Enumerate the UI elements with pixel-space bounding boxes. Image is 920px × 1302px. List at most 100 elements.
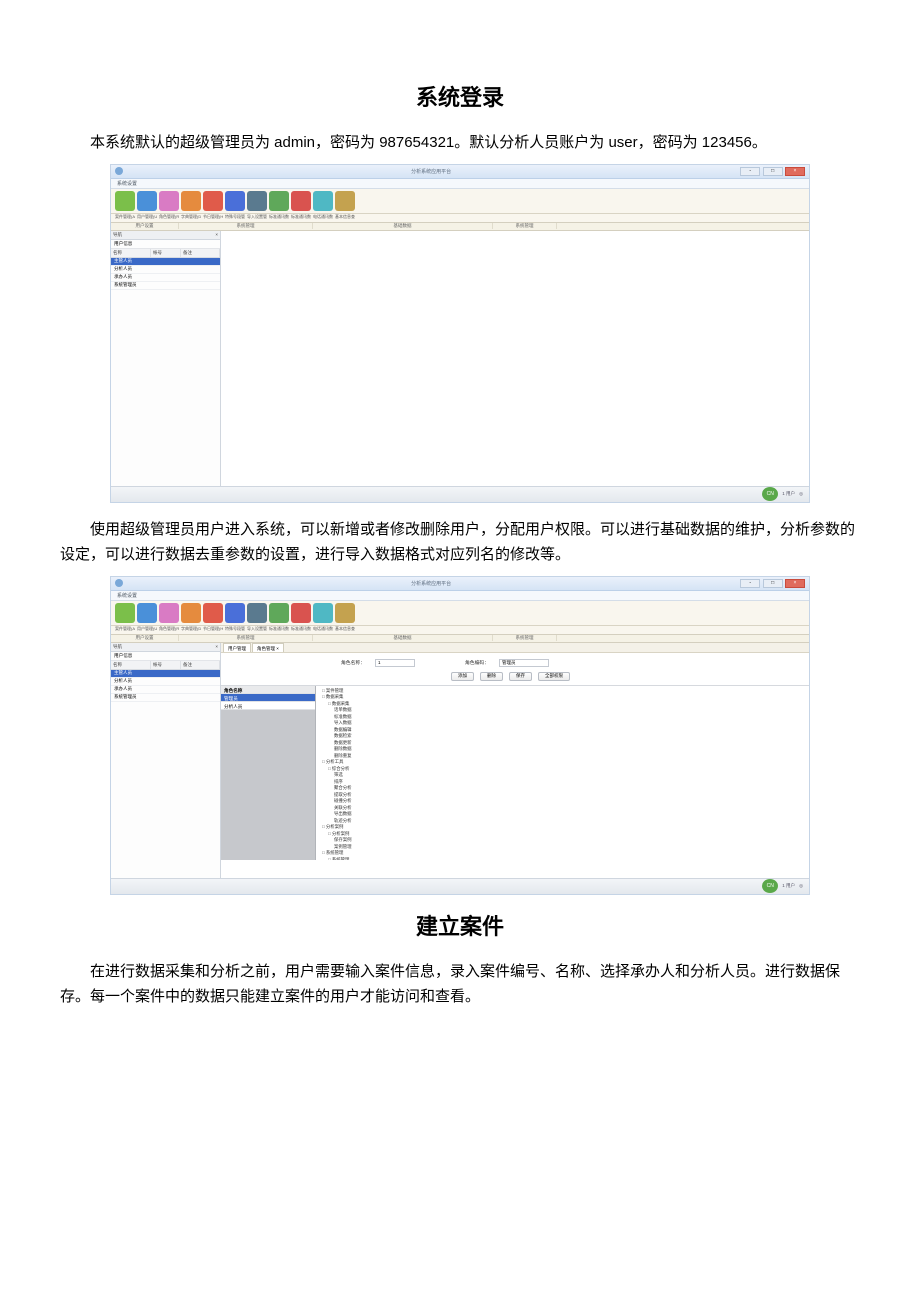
toolbar-button-label: 特殊号段管理(T)	[225, 626, 245, 632]
toolbar-labels: 案件管理(A)用户管理(U)角色管理(R)字典管理(D)节日管理(H)特殊号段管…	[111, 214, 809, 223]
form-button[interactable]: 删除	[480, 672, 503, 681]
toolbar-button-label: 基本信息查询(F)	[335, 626, 355, 632]
toolbar-button[interactable]	[291, 191, 311, 211]
toolbar-button[interactable]	[159, 191, 179, 211]
maximize-button[interactable]: □	[763, 167, 783, 176]
tab-roles[interactable]: 角色管理 ×	[252, 643, 284, 652]
input-role-name[interactable]	[375, 659, 415, 667]
toolbar-button-label: 用户管理(U)	[137, 626, 157, 632]
toolbar-button[interactable]	[137, 191, 157, 211]
app-icon	[115, 167, 123, 175]
window-title-2: 分析系统应用平台	[123, 580, 739, 587]
table-row[interactable]: 承办人员	[111, 686, 220, 694]
toolbar-button[interactable]	[291, 603, 311, 623]
toolbar-button[interactable]	[181, 603, 201, 623]
toolbar-button-label: 角色管理(R)	[159, 214, 179, 220]
lower-columns: 角色名称 管理员 分析人员 □ 案件管理□ 数据采集□ 数据采集话单数据标准数据…	[221, 685, 809, 860]
toolbar-button[interactable]	[225, 191, 245, 211]
ribbon-tab-2[interactable]: 系统设置	[111, 591, 809, 601]
table-row[interactable]: 主管人员	[111, 258, 220, 266]
window-titlebar-2: 分析系统应用平台 - □ ×	[111, 577, 809, 591]
toolbar-button[interactable]	[335, 191, 355, 211]
role-listbox[interactable]: 角色名称 管理员 分析人员	[221, 686, 316, 860]
app-icon-2	[115, 579, 123, 587]
tab-users[interactable]: 用户管理	[223, 643, 251, 652]
table-row[interactable]: 系统管理员	[111, 282, 220, 290]
toolbar-button[interactable]	[137, 603, 157, 623]
form-button[interactable]: 添加	[451, 672, 474, 681]
ribbon-tab[interactable]: 系统设置	[111, 179, 809, 189]
toolbar-button-label: 标准通讯数据导入(W)	[291, 214, 311, 220]
center-panel	[221, 231, 809, 486]
section1-para2: 使用超级管理员用户进入系统，可以新增或者修改删除用户，分配用户权限。可以进行基础…	[60, 517, 860, 568]
col-note: 备注	[181, 249, 220, 257]
toolbar-button[interactable]	[247, 191, 267, 211]
toolbar-button[interactable]	[115, 603, 135, 623]
side-header-label-2: 导航	[113, 644, 122, 650]
list-item[interactable]: 管理员	[221, 694, 315, 702]
table-row[interactable]: 分析人员	[111, 678, 220, 686]
toolbar-button[interactable]	[247, 603, 267, 623]
toolbar-button[interactable]	[269, 191, 289, 211]
toolbar-button[interactable]	[203, 603, 223, 623]
section1-title: 系统登录	[60, 80, 860, 112]
toolbar-group-label: 系统管理	[493, 223, 557, 229]
side-panel: 导航 × 用户信息 名称 帐号 备注 主管人员分析人员承办人员系统管理员	[111, 231, 221, 486]
side-table-header-2: 名称 帐号 备注	[111, 661, 220, 670]
status-badge: CN	[762, 487, 778, 501]
form-buttons: 添加删除保存全部权限	[221, 670, 809, 685]
section1-para1: 本系统默认的超级管理员为 admin，密码为 987654321。默认分析人员账…	[60, 130, 860, 156]
label-role-code: 角色编码：	[465, 659, 489, 666]
side-tree-node-2[interactable]: 用户信息	[111, 652, 220, 661]
col-note-2: 备注	[181, 661, 220, 669]
section2-para1: 在进行数据采集和分析之前，用户需要输入案件信息，录入案件编号、名称、选择承办人和…	[60, 959, 860, 1010]
input-role-code[interactable]	[499, 659, 549, 667]
side-close-icon[interactable]: ×	[215, 232, 218, 238]
minimize-button-2[interactable]: -	[740, 579, 760, 588]
content-tabs: 用户管理 角色管理 ×	[221, 643, 809, 653]
side-tree-node[interactable]: 用户信息	[111, 240, 220, 249]
table-row[interactable]: 系统管理员	[111, 694, 220, 702]
table-row[interactable]: 分析人员	[111, 266, 220, 274]
toolbar-group-labels-2: 用户设置系统管理基础数据系统管理	[111, 635, 809, 643]
close-button-2[interactable]: ×	[785, 579, 805, 588]
toolbar-button[interactable]	[203, 191, 223, 211]
toolbar-button[interactable]	[225, 603, 245, 623]
col-name-2: 名称	[111, 661, 151, 669]
tree-node[interactable]: □ 系统管理	[318, 857, 419, 860]
list-item[interactable]: 分析人员	[221, 702, 315, 710]
toolbar-button[interactable]	[159, 603, 179, 623]
table-row[interactable]: 主管人员	[111, 670, 220, 678]
toolbar-button[interactable]	[313, 191, 333, 211]
form-button[interactable]: 全部权限	[538, 672, 570, 681]
side-header-2: 导航 ×	[111, 643, 220, 652]
toolbar-button-label: 字典管理(D)	[181, 626, 201, 632]
blank-area	[421, 686, 809, 860]
close-button[interactable]: ×	[785, 167, 805, 176]
status-icon: ◎	[799, 491, 803, 497]
side-header-label: 导航	[113, 232, 122, 238]
statusbar-2: CN 1 用户 ◎	[111, 878, 809, 894]
maximize-button-2[interactable]: □	[763, 579, 783, 588]
toolbar-button-label: 字典管理(D)	[181, 214, 201, 220]
toolbar-button-label: 标准通讯数据导入(W)	[291, 626, 311, 632]
table-row[interactable]: 承办人员	[111, 274, 220, 282]
form-row: 角色名称： 角色编码：	[221, 653, 809, 670]
minimize-button[interactable]: -	[740, 167, 760, 176]
status-icon-2: ◎	[799, 883, 803, 889]
toolbar-button[interactable]	[181, 191, 201, 211]
toolbar-button[interactable]	[115, 191, 135, 211]
toolbar-button[interactable]	[313, 603, 333, 623]
form-button[interactable]: 保存	[509, 672, 532, 681]
toolbar-button-label: 电话通讯数据导入(O)	[313, 626, 333, 632]
permission-tree[interactable]: □ 案件管理□ 数据采集□ 数据采集话单数据标准数据导入数据数据编辑数据检索数据…	[316, 686, 421, 860]
side-close-icon-2[interactable]: ×	[215, 644, 218, 650]
window-titlebar: 分析系统应用平台 - □ ×	[111, 165, 809, 179]
toolbar-group-label: 基础数据	[313, 223, 493, 229]
toolbar-labels-2: 案件管理(A)用户管理(U)角色管理(R)字典管理(D)节日管理(H)特殊号段管…	[111, 626, 809, 635]
toolbar-button[interactable]	[269, 603, 289, 623]
toolbar-group-label: 基础数据	[313, 635, 493, 641]
status-user: 1 用户	[782, 491, 795, 497]
listbox-header: 角色名称	[221, 686, 315, 694]
toolbar-button[interactable]	[335, 603, 355, 623]
